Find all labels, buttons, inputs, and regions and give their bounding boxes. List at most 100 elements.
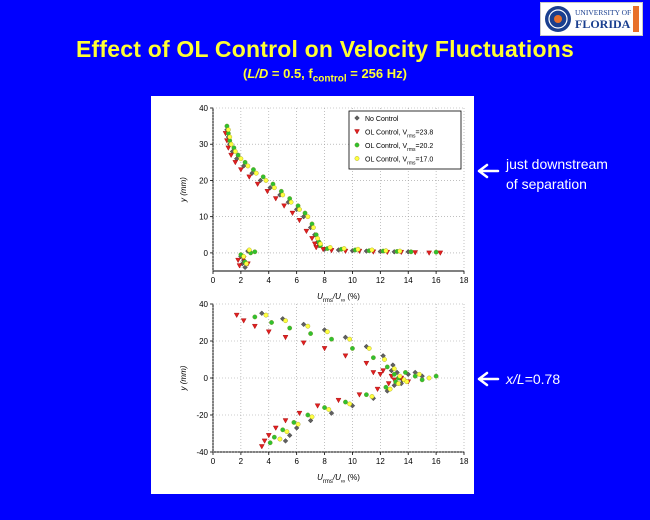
y-tick-label: 0 — [204, 374, 209, 383]
x-axis-label-part: U — [317, 292, 323, 301]
data-point — [296, 410, 303, 417]
legend-label-part: rms — [407, 134, 416, 140]
x-axis-label: Urms/U∞ (%) — [317, 473, 360, 485]
data-point — [272, 425, 279, 431]
data-point — [387, 386, 393, 392]
x-tick-label: 16 — [432, 276, 441, 285]
data-point — [328, 410, 335, 416]
logo-graphic: UNIVERSITY OF FLORIDA — [545, 6, 639, 32]
x-axis-label-part: (%) — [345, 473, 360, 482]
data-point — [308, 331, 313, 336]
data-point — [291, 420, 297, 425]
x-tick-label: 10 — [348, 276, 357, 285]
data-point — [309, 236, 315, 242]
data-point — [251, 167, 256, 172]
data-point — [235, 257, 241, 264]
slide-title: Effect of OL Control on Velocity Fluctua… — [76, 36, 574, 62]
data-point — [238, 167, 244, 173]
data-point — [356, 392, 363, 398]
x-axis-label-part: rms — [323, 479, 333, 485]
y-tick-label: -20 — [196, 411, 208, 420]
x-axis-label-part: ∞ — [341, 298, 345, 304]
data-point — [342, 353, 349, 359]
data-point — [272, 185, 277, 191]
data-point — [267, 185, 273, 191]
data-point — [419, 377, 425, 383]
data-point — [326, 407, 332, 412]
data-point — [252, 314, 258, 320]
slide-subtitle: (L/D = 0.5, fcontrol = 256 Hz) — [0, 66, 650, 85]
data-point — [240, 163, 247, 169]
data-point — [350, 346, 355, 351]
arrow-left-icon — [477, 163, 500, 179]
data-point — [232, 149, 238, 154]
data-point — [321, 327, 328, 333]
data-point — [282, 418, 289, 424]
data-point — [252, 249, 258, 255]
y-tick-label: 0 — [204, 249, 209, 258]
logo-accent-bar — [633, 6, 639, 32]
data-point — [264, 189, 271, 195]
series-3 — [224, 123, 439, 265]
legend-label-part: OL Control, V — [365, 130, 407, 137]
data-point — [272, 196, 279, 202]
data-point — [383, 248, 389, 254]
data-point — [284, 429, 290, 434]
series-4 — [263, 312, 432, 442]
x-tick-label: 0 — [211, 457, 216, 466]
data-point — [354, 156, 360, 161]
annotation-separation: just downstream of separation — [506, 154, 608, 194]
data-point — [384, 364, 390, 370]
data-point — [335, 398, 342, 404]
y-tick-label: 30 — [199, 140, 208, 149]
x-tick-label: 12 — [376, 457, 385, 466]
data-point — [245, 163, 251, 169]
y-tick-label: 40 — [199, 104, 208, 113]
data-point — [391, 366, 397, 372]
data-point — [240, 318, 247, 324]
data-point — [363, 361, 370, 367]
data-point — [311, 241, 318, 247]
data-point — [241, 254, 247, 259]
data-point — [246, 247, 252, 253]
data-point — [225, 145, 232, 151]
x-tick-label: 4 — [267, 276, 272, 285]
x-tick-label: 18 — [460, 276, 469, 285]
logo-line-1: UNIVERSITY OF — [575, 8, 631, 17]
x-tick-label: 14 — [404, 276, 413, 285]
x-axis-label-part: rms — [323, 298, 333, 304]
data-point — [300, 213, 307, 220]
data-point — [280, 192, 286, 198]
y-tick-label: 40 — [199, 300, 208, 309]
data-point — [385, 381, 392, 387]
data-point — [355, 246, 361, 252]
chart-1: 0 2 4 6 8 10 12 14 16 18 0 10 20 30 40 Urms/U∞ (%) y (mm… — [179, 104, 469, 304]
data-point — [244, 261, 249, 267]
data-point — [295, 421, 301, 427]
y-tick-label: 20 — [199, 176, 208, 185]
data-point — [280, 427, 286, 433]
annotation-xl: x/L=0.78 — [506, 369, 560, 389]
data-point — [341, 246, 347, 251]
data-point — [320, 247, 327, 253]
data-point — [296, 218, 303, 224]
data-point — [265, 433, 272, 439]
x-tick-label: 18 — [460, 457, 469, 466]
x-axis-label-part: /U — [332, 292, 341, 301]
legend-label: OL Control, Vrms=17.0 — [365, 157, 433, 167]
subtitle-sub: control — [312, 73, 347, 85]
data-point — [253, 170, 259, 176]
data-point — [408, 249, 414, 255]
data-point — [391, 382, 397, 389]
x-tick-label: 14 — [404, 457, 413, 466]
data-point — [238, 156, 244, 162]
data-point — [282, 335, 289, 341]
y-tick-label: 20 — [199, 337, 208, 346]
y-axis-label: y (mm) — [179, 177, 188, 203]
y-tick-label: -40 — [196, 448, 208, 457]
annotation-xl-value: =0.78 — [524, 371, 561, 387]
data-point — [315, 236, 320, 241]
x-axis-label-part: ∞ — [341, 479, 345, 485]
data-point — [251, 324, 258, 330]
x-tick-label: 0 — [211, 276, 216, 285]
